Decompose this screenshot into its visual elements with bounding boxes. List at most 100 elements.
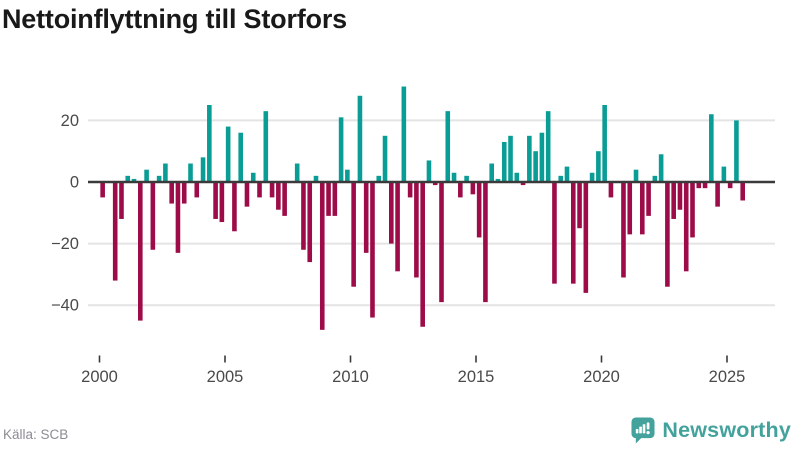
- y-tick-label: −20: [51, 235, 79, 253]
- logo-bar-1: [636, 429, 639, 434]
- bar-negative: [169, 182, 174, 204]
- bar-positive: [501, 141, 507, 182]
- bar-negative: [269, 182, 275, 198]
- x-tick-label: 2015: [458, 368, 495, 386]
- bar-negative: [646, 182, 651, 216]
- bar-negative: [520, 182, 526, 186]
- bar-negative: [683, 182, 689, 272]
- bar-negative: [389, 182, 394, 244]
- bar-negative: [282, 182, 287, 216]
- bar-negative: [138, 182, 143, 321]
- bar-positive: [658, 154, 664, 182]
- bar-negative: [332, 182, 338, 216]
- bar-negative: [175, 182, 181, 253]
- bar-positive: [426, 160, 432, 182]
- bar-positive: [401, 86, 407, 182]
- bar-positive: [633, 169, 639, 182]
- bar-negative: [665, 182, 670, 287]
- bar-positive: [451, 172, 457, 182]
- bar-positive: [721, 166, 727, 182]
- newsworthy-logo: Newsworthy: [631, 417, 791, 444]
- bar-positive: [250, 172, 256, 182]
- bar-negative: [470, 182, 476, 195]
- bar-positive: [207, 105, 212, 182]
- bar-negative: [407, 182, 413, 198]
- bar-positive: [357, 95, 363, 182]
- bar-negative: [476, 182, 482, 238]
- bar-positive: [533, 151, 538, 182]
- bar-positive: [514, 172, 520, 182]
- bar-negative: [715, 182, 720, 207]
- bar-positive: [527, 135, 532, 182]
- bar-positive: [144, 169, 149, 182]
- bar-negative: [363, 182, 369, 253]
- bar-negative: [370, 182, 375, 318]
- bar-negative: [414, 182, 419, 278]
- bar-negative: [727, 182, 733, 189]
- bar-positive: [596, 151, 601, 182]
- bar-negative: [276, 182, 281, 210]
- bar-positive: [589, 172, 595, 182]
- bar-positive: [225, 126, 231, 182]
- bar-negative: [570, 182, 576, 284]
- bar-negative: [696, 182, 702, 189]
- bar-negative: [326, 182, 331, 216]
- bar-negative: [640, 182, 645, 235]
- bar-negative: [621, 182, 626, 278]
- bar-positive: [558, 175, 564, 182]
- bar-positive: [495, 178, 501, 182]
- bar-positive: [238, 132, 243, 182]
- bar-negative: [213, 182, 218, 219]
- x-tick-label: 2020: [583, 368, 620, 386]
- bar-negative: [301, 182, 306, 250]
- bar-negative: [420, 182, 425, 327]
- bar-negative: [100, 182, 105, 198]
- bar-positive: [652, 175, 658, 182]
- newsworthy-speech-bubble-icon: [631, 417, 655, 444]
- source-caption: Källa: SCB: [3, 427, 69, 442]
- bar-positive: [508, 135, 513, 182]
- bar-positive: [376, 175, 382, 182]
- y-tick-label: 0: [70, 174, 79, 192]
- bar-positive: [188, 163, 193, 182]
- bar-negative: [702, 182, 708, 189]
- bar-negative: [150, 182, 156, 250]
- y-tick-label: 20: [61, 112, 79, 130]
- bar-positive: [539, 132, 545, 182]
- newsworthy-wordmark: Newsworthy: [662, 418, 791, 442]
- bar-positive: [345, 169, 350, 182]
- bar-positive: [313, 175, 319, 182]
- bar-negative: [112, 182, 118, 281]
- bar-negative: [194, 182, 200, 198]
- bar-negative: [552, 182, 557, 284]
- x-tick-label: 2025: [709, 368, 746, 386]
- bar-positive: [734, 120, 739, 182]
- logo-bar-3: [643, 424, 646, 434]
- bar-positive: [564, 166, 570, 182]
- bar-negative: [219, 182, 225, 223]
- bar-negative: [439, 182, 444, 303]
- bar-positive: [338, 117, 344, 182]
- bar-negative: [319, 182, 325, 330]
- bar-negative: [181, 182, 187, 204]
- bar-negative: [690, 182, 695, 238]
- chart-title: Nettoinflyttning till Storfors: [2, 4, 347, 34]
- bar-positive: [445, 111, 451, 182]
- bar-negative: [432, 182, 438, 186]
- bar-positive: [156, 175, 162, 182]
- x-tick-label: 2010: [332, 368, 369, 386]
- bar-negative: [583, 182, 589, 293]
- bar-negative: [627, 182, 633, 235]
- bar-negative: [395, 182, 400, 272]
- bar-positive: [464, 175, 469, 182]
- bar-negative: [577, 182, 582, 229]
- bar-positive: [125, 175, 131, 182]
- bar-positive: [131, 178, 137, 182]
- logo-exclamation-stem: [647, 422, 650, 430]
- bar-negative: [483, 182, 488, 303]
- bar-negative: [677, 182, 683, 210]
- logo-exclamation-dot: [646, 430, 651, 435]
- bar-positive: [294, 163, 300, 182]
